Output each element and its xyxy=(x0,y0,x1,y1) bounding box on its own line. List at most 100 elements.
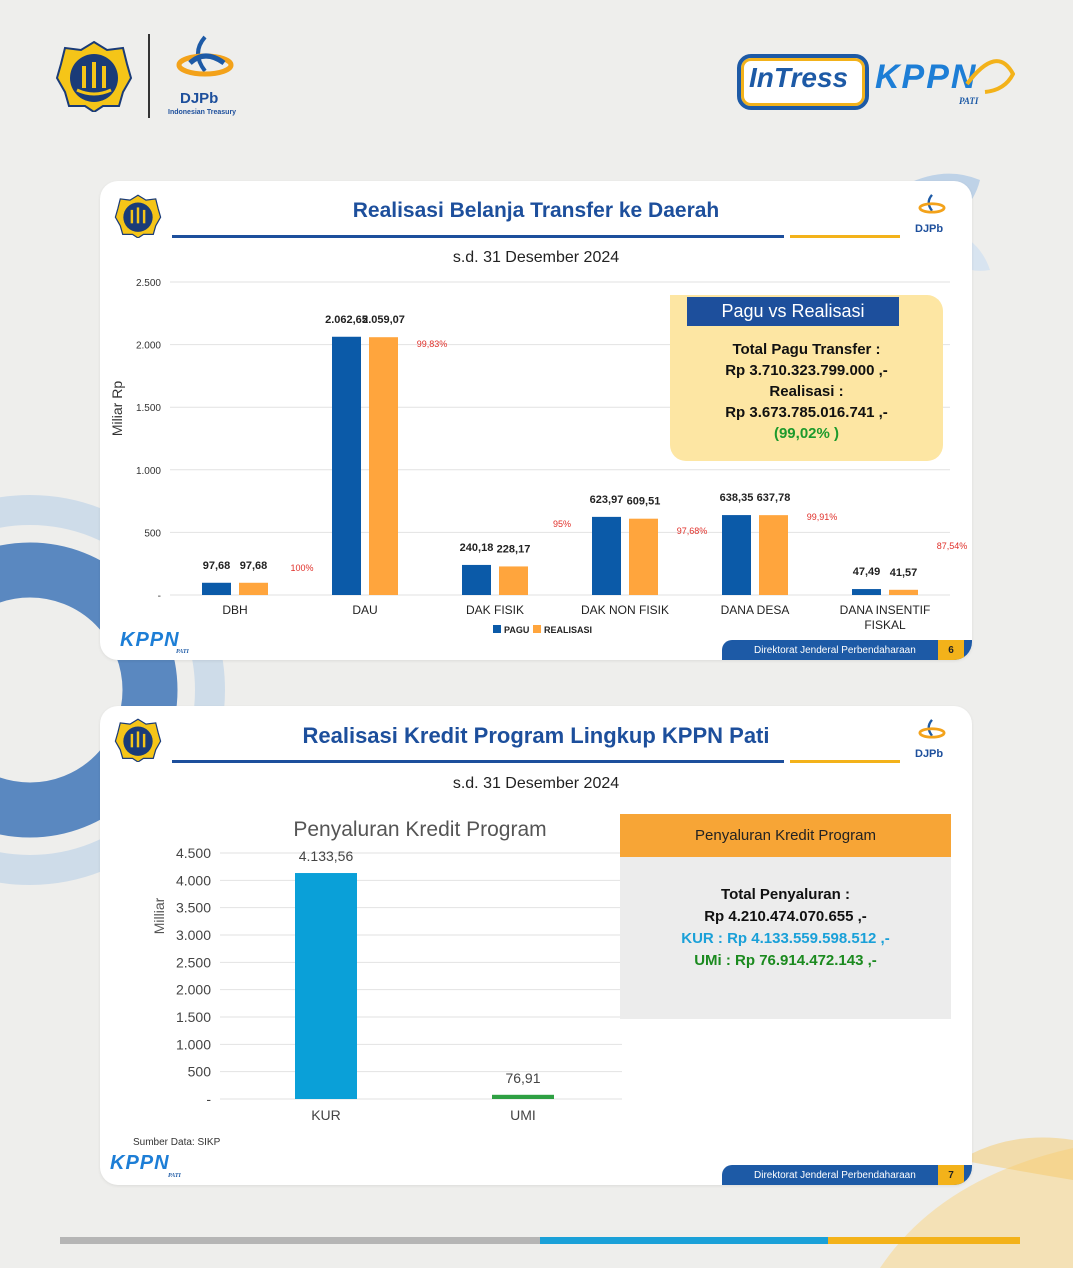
bar-pagu xyxy=(592,516,621,595)
realisasi-percent: (99,02% ) xyxy=(773,425,840,442)
x-tick-label: DANA DESA xyxy=(721,603,790,617)
realisasi-label: Realisasi : xyxy=(769,383,844,400)
data-label: 76,91 xyxy=(505,1070,540,1086)
y-tick-label: 4.500 xyxy=(176,845,211,861)
percent-label: 87,54% xyxy=(937,541,968,551)
bottom-bar-gold xyxy=(828,1237,1020,1244)
percent-label: 95% xyxy=(553,519,571,529)
y-tick-label: 1.500 xyxy=(136,403,161,414)
ministry-emblem-small-icon xyxy=(114,194,162,238)
percent-label: 100% xyxy=(290,563,313,573)
source-note: Sumber Data: SIKP xyxy=(133,1137,221,1148)
total-penyaluran-label: Total Penyaluran : xyxy=(721,886,850,903)
header-divider xyxy=(148,34,150,118)
data-label-realisasi: 97,68 xyxy=(240,560,268,572)
djpb-small-label: DJPb xyxy=(915,223,944,235)
slide-transfer-daerah: Realisasi Belanja Transfer ke Daerah DJP… xyxy=(100,181,972,660)
data-label-realisasi: 637,78 xyxy=(757,492,791,504)
bar-pagu xyxy=(202,582,231,595)
kppn-footer-label: KPPN xyxy=(120,629,180,651)
y-tick-label: 500 xyxy=(144,528,161,539)
slide2-subtitle: s.d. 31 Desember 2024 xyxy=(452,775,620,792)
bottom-bar-cyan xyxy=(540,1237,828,1244)
bar-pagu xyxy=(852,589,881,595)
bar-realisasi xyxy=(499,566,528,595)
kredit-info-header: Penyaluran Kredit Program xyxy=(620,814,951,857)
kppn-footer-logo: KPPN PATI xyxy=(110,1152,210,1182)
total-pagu-label: Total Pagu Transfer : xyxy=(732,341,881,358)
y-axis-label: Miliar Rp xyxy=(109,381,125,436)
kppn-swoosh-icon xyxy=(965,59,1015,94)
y-tick-label: - xyxy=(158,591,161,602)
y-tick-label: 2.000 xyxy=(176,982,211,998)
transfer-bar-chart: - 500 1.000 1.500 2.000 2.500 Miliar Rp 97,68 97… xyxy=(109,278,968,635)
bar-realisasi xyxy=(239,582,268,595)
bar-realisasi xyxy=(369,337,398,595)
kppn-footer-sublabel: PATI xyxy=(168,1173,181,1179)
data-label-pagu: 97,68 xyxy=(203,560,231,572)
kredit-bar-chart: Penyaluran Kredit Program - 500 1.000 1.500 2… xyxy=(151,818,622,1123)
title-rule-gold xyxy=(790,235,900,238)
legend-swatch-pagu xyxy=(493,625,501,633)
y-axis-label: Milliar xyxy=(151,897,167,934)
y-tick-label: 2.500 xyxy=(176,954,211,970)
kppn-footer-label: KPPN xyxy=(110,1152,170,1174)
data-label-pagu: 240,18 xyxy=(460,542,494,554)
bar-realisasi xyxy=(889,589,918,595)
percent-label: 99,83% xyxy=(417,339,448,349)
bar-pagu xyxy=(332,336,361,595)
bar-pagu xyxy=(722,515,751,595)
kredit-info-box: Penyaluran Kredit Program Total Penyalur… xyxy=(620,814,951,1019)
data-label-realisasi: 228,17 xyxy=(497,543,531,555)
kur-value: KUR : Rp 4.133.559.598.512 ,- xyxy=(681,930,890,947)
bottom-bar-gray xyxy=(60,1237,540,1244)
x-tick-label: UMI xyxy=(510,1107,536,1123)
footer-text: Direktorat Jenderal Perbendaharaan xyxy=(754,645,916,656)
y-tick-label: 1.500 xyxy=(176,1009,211,1025)
legend-swatch-realisasi xyxy=(533,625,541,633)
data-label-pagu: 47,49 xyxy=(853,566,881,578)
title-rule-blue xyxy=(172,760,784,763)
data-label-pagu: 638,35 xyxy=(720,492,754,504)
data-label: 4.133,56 xyxy=(299,848,354,864)
x-tick-label: DANA INSENTIF xyxy=(840,603,931,617)
intress-label: InTress xyxy=(749,62,849,93)
y-tick-label: 1.000 xyxy=(136,466,161,477)
page-number: 6 xyxy=(938,640,964,660)
x-tick-label: DBH xyxy=(222,603,247,617)
slide2-title: Realisasi Kredit Program Lingkup KPPN Pa… xyxy=(302,723,770,748)
data-label-realisasi: 2.059,07 xyxy=(362,314,405,326)
percent-label: 97,68% xyxy=(677,526,708,536)
y-tick-label: - xyxy=(206,1091,211,1107)
legend-label-realisasi: REALISASI xyxy=(544,625,592,635)
slide2-footer: Direktorat Jenderal Perbendaharaan 7 xyxy=(722,1165,972,1185)
y-tick-label: 2.500 xyxy=(136,278,161,289)
y-tick-label: 500 xyxy=(188,1064,212,1080)
y-tick-label: 1.000 xyxy=(176,1036,211,1052)
legend-label-pagu: PAGU xyxy=(504,625,529,635)
intress-logo: InTress xyxy=(737,54,869,110)
x-tick-label: DAU xyxy=(352,603,377,617)
pagu-realisasi-body: Total Pagu Transfer : Rp 3.710.323.799.0… xyxy=(670,339,943,444)
data-label-realisasi: 41,57 xyxy=(890,567,918,579)
percent-label: 99,91% xyxy=(807,512,838,522)
y-tick-label: 4.000 xyxy=(176,872,211,888)
bar-realisasi xyxy=(759,515,788,595)
bar-realisasi xyxy=(629,518,658,595)
djpb-small-logo-icon xyxy=(918,194,946,214)
realisasi-value: Rp 3.673.785.016.741 ,- xyxy=(725,404,888,421)
bar-kur xyxy=(295,873,357,1099)
page-number: 7 xyxy=(938,1165,964,1185)
djpb-logo-icon xyxy=(176,35,234,77)
footer-text: Direktorat Jenderal Perbendaharaan xyxy=(754,1170,916,1181)
bar-umi xyxy=(492,1094,554,1099)
data-label-pagu: 2.062,65 xyxy=(325,314,368,326)
djpb-label: DJPb xyxy=(180,90,219,107)
ministry-emblem-icon xyxy=(55,40,133,112)
kppn-footer-logo: KPPN PATI xyxy=(120,629,220,657)
pagu-realisasi-header: Pagu vs Realisasi xyxy=(687,297,899,326)
kppn-header-label: KPPN xyxy=(875,58,978,96)
ministry-emblem-small-icon xyxy=(114,718,162,762)
title-rule-blue xyxy=(172,235,784,238)
bottom-color-bars xyxy=(60,1237,1020,1244)
